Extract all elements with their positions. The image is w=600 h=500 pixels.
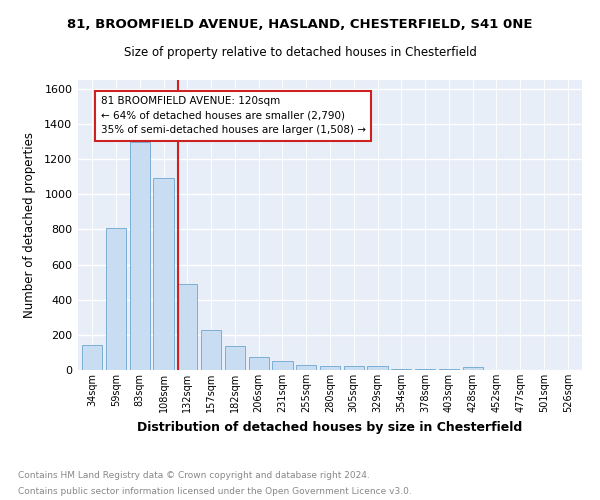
Bar xyxy=(296,364,316,370)
Y-axis label: Number of detached properties: Number of detached properties xyxy=(23,132,36,318)
X-axis label: Distribution of detached houses by size in Chesterfield: Distribution of detached houses by size … xyxy=(137,420,523,434)
Bar xyxy=(391,369,412,370)
Bar xyxy=(248,357,269,370)
Text: Contains public sector information licensed under the Open Government Licence v3: Contains public sector information licen… xyxy=(18,486,412,496)
Text: Size of property relative to detached houses in Chesterfield: Size of property relative to detached ho… xyxy=(124,46,476,59)
Bar xyxy=(320,366,340,370)
Bar xyxy=(177,284,197,370)
Text: Contains HM Land Registry data © Crown copyright and database right 2024.: Contains HM Land Registry data © Crown c… xyxy=(18,472,370,480)
Text: 81, BROOMFIELD AVENUE, HASLAND, CHESTERFIELD, S41 0NE: 81, BROOMFIELD AVENUE, HASLAND, CHESTERF… xyxy=(67,18,533,32)
Bar xyxy=(130,142,150,370)
Bar xyxy=(82,346,103,370)
Bar xyxy=(201,330,221,370)
Bar xyxy=(415,369,435,370)
Bar xyxy=(106,228,126,370)
Bar xyxy=(225,346,245,370)
Bar xyxy=(154,178,173,370)
Bar xyxy=(439,369,459,370)
Text: 81 BROOMFIELD AVENUE: 120sqm
← 64% of detached houses are smaller (2,790)
35% of: 81 BROOMFIELD AVENUE: 120sqm ← 64% of de… xyxy=(101,96,365,136)
Bar xyxy=(367,366,388,370)
Bar xyxy=(344,366,364,370)
Bar xyxy=(463,368,483,370)
Bar xyxy=(272,361,293,370)
